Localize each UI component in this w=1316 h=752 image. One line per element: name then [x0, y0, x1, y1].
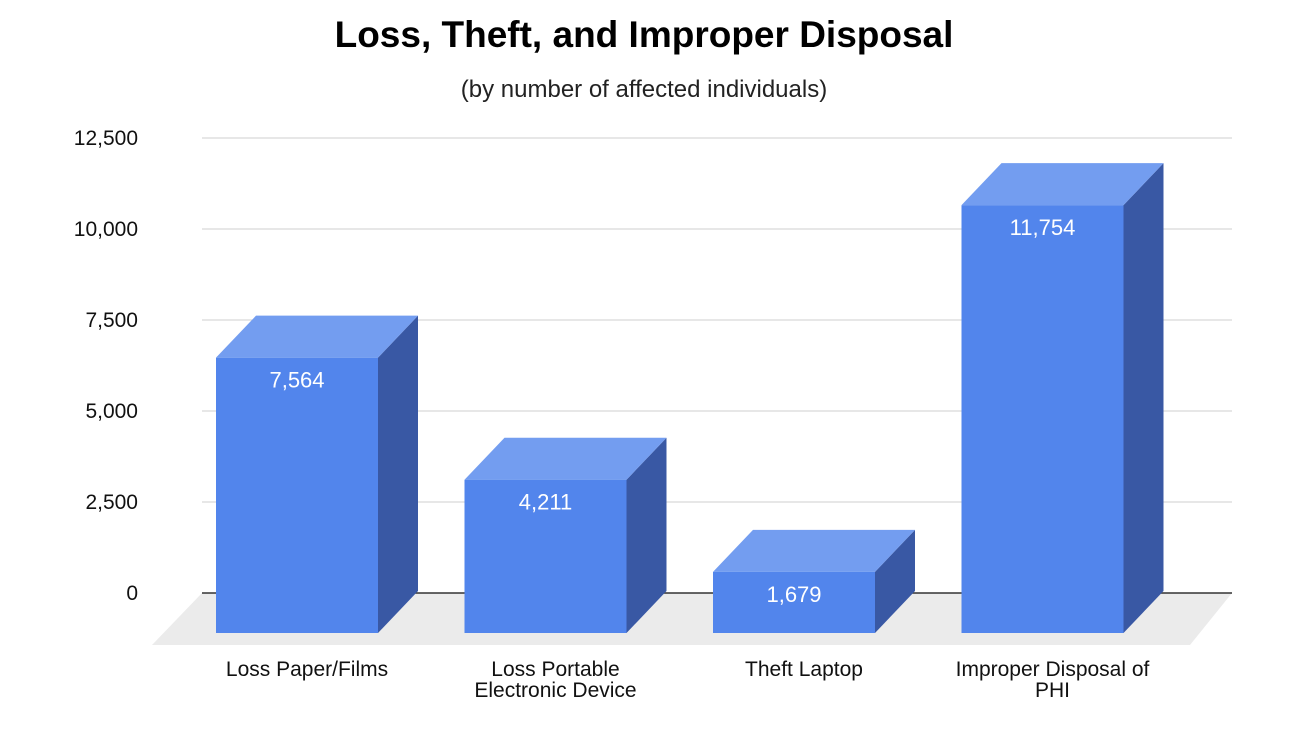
chart-subtitle: (by number of affected individuals): [461, 76, 827, 103]
bar: 1,679: [713, 529, 915, 633]
x-tick-label: Theft Laptop: [745, 658, 863, 681]
bar-data-label: 11,754: [1010, 215, 1076, 240]
bar-front-face: [961, 205, 1124, 633]
x-tick-label: Loss Paper/Films: [226, 658, 388, 681]
bar-data-label: 7,564: [269, 368, 324, 393]
x-tick-label: Loss Portable Electronic Device: [474, 658, 636, 702]
bar-top-face: [464, 437, 667, 480]
bar-side-face: [875, 529, 915, 633]
bar: 11,754: [961, 163, 1164, 633]
y-axis: 0 2,500 5,000 7,500 10,000 12,500: [74, 127, 138, 605]
y-tick-label: 5,000: [85, 400, 138, 423]
bar-top-face: [961, 163, 1164, 206]
bar-front-face: [464, 479, 627, 633]
bar-data-label: 4,211: [519, 490, 572, 515]
x-tick-label-line: Loss Paper/Films: [226, 658, 388, 681]
y-tick-label: 10,000: [74, 218, 138, 241]
chart-title: Loss, Theft, and Improper Disposal: [335, 14, 954, 55]
bar-top-face: [216, 315, 418, 358]
bar-front-face: [713, 571, 875, 633]
bars: 7,564 4,211 1,679 11,754: [216, 163, 1164, 633]
x-tick-label-line: Electronic Device: [474, 679, 636, 702]
x-tick-label-line: Loss Portable: [491, 658, 619, 681]
x-tick-label-line: Theft Laptop: [745, 658, 863, 681]
y-tick-label: 12,500: [74, 127, 138, 150]
x-tick-label: Improper Disposal of PHI: [956, 658, 1150, 702]
bar-side-face: [626, 437, 667, 633]
x-tick-label-line: PHI: [1035, 679, 1070, 702]
bar-side-face: [1123, 163, 1164, 633]
y-tick-label: 0: [126, 582, 138, 605]
bar: 4,211: [464, 437, 667, 633]
bar-data-label: 1,679: [766, 582, 821, 607]
x-axis: Loss Paper/Films Loss Portable Electronic …: [226, 658, 1150, 702]
bar: 7,564: [216, 315, 418, 633]
bar-front-face: [216, 357, 378, 633]
x-tick-label-line: Improper Disposal of: [956, 658, 1150, 681]
bar-side-face: [378, 315, 418, 633]
y-tick-label: 7,500: [85, 309, 138, 332]
bar-top-face: [713, 529, 915, 572]
y-tick-label: 2,500: [85, 491, 138, 514]
